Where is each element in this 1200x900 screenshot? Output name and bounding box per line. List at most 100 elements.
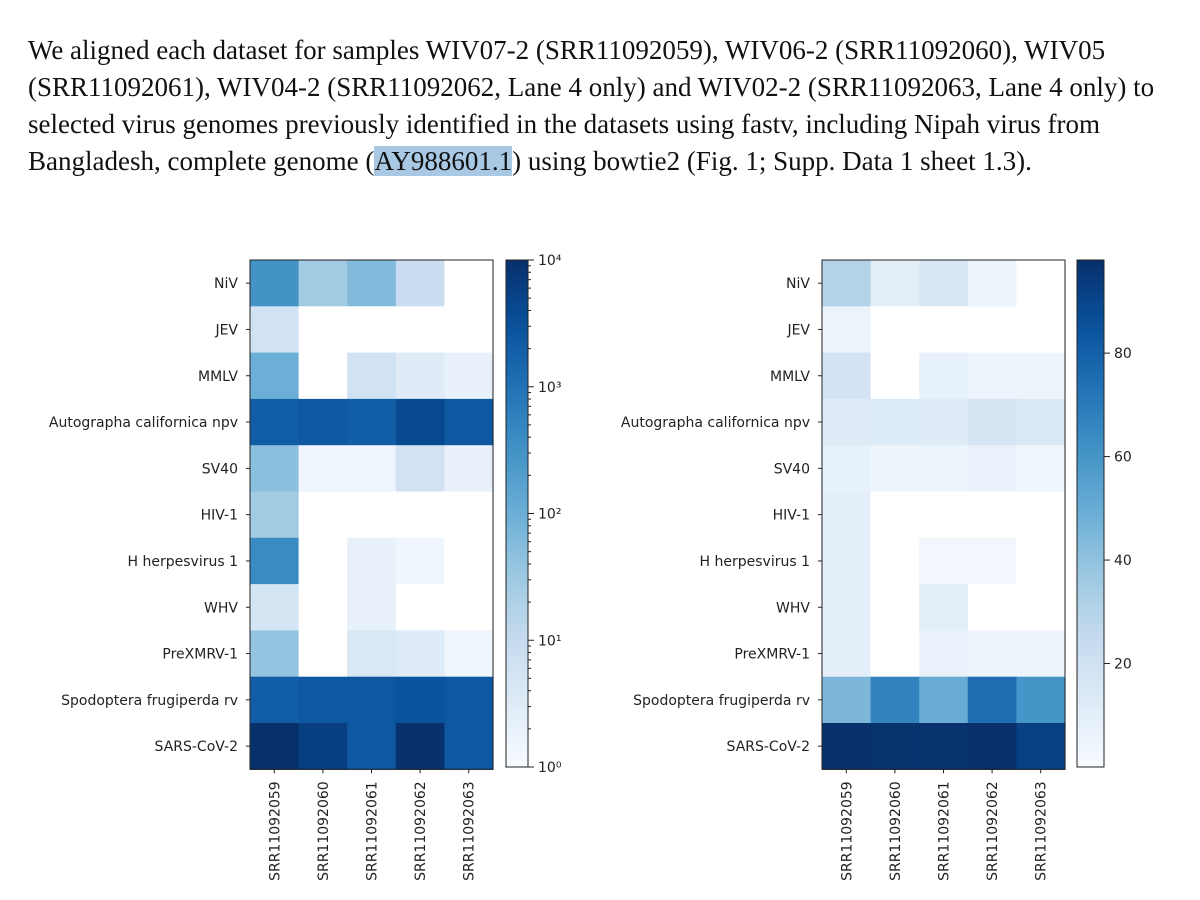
heatmap-cell <box>1016 352 1066 400</box>
column-label: SRR11092063 <box>462 781 478 881</box>
column-label: SRR11092062 <box>985 781 1001 881</box>
row-label: MMLV <box>198 369 238 385</box>
heatmap-cell <box>1016 630 1066 678</box>
heatmap-cell <box>395 584 445 631</box>
heatmap-cell <box>347 630 397 678</box>
heatmap-cell <box>822 630 872 678</box>
colorbar-tick-label: 80 <box>1114 346 1132 362</box>
heatmap-cell <box>1016 584 1066 631</box>
heatmap-cell <box>347 676 397 724</box>
row-label: MMLV <box>770 369 810 385</box>
row-label: SV40 <box>202 461 238 477</box>
heatmap-cell <box>395 630 445 678</box>
row-label: SARS-CoV-2 <box>727 739 810 755</box>
heatmap-cell <box>1016 445 1066 493</box>
heatmap-cell <box>298 398 348 446</box>
heatmap-cell <box>822 306 872 354</box>
colorbar-tick-label: 10² <box>538 507 561 523</box>
heatmap-cell <box>395 676 445 724</box>
heatmap-cell <box>967 537 1017 585</box>
heatmap-cell <box>967 306 1017 354</box>
heatmap-cell <box>395 398 445 446</box>
colorbar-tick-label: 10⁰ <box>538 760 562 776</box>
paragraph-before: We aligned each dataset for samples WIV0… <box>28 35 1155 176</box>
colorbar <box>1076 259 1105 768</box>
colorbar-tick-label: 40 <box>1114 553 1132 569</box>
row-label: Autographa californica npv <box>49 415 238 431</box>
heatmap-cell <box>347 445 397 493</box>
heatmap-cell <box>395 352 445 400</box>
row-label: NiV <box>214 276 238 292</box>
heatmap-cell <box>822 491 872 539</box>
heatmap-cell <box>1016 398 1066 446</box>
colorbar-tick-label: 20 <box>1114 657 1132 673</box>
column-label: SRR11092061 <box>937 781 953 881</box>
heatmap-cell <box>250 398 300 446</box>
heatmap-cell <box>919 306 969 354</box>
heatmap-cell <box>919 630 969 678</box>
heatmap-cell <box>1016 491 1066 539</box>
heatmap-cell <box>444 398 494 446</box>
colorbar-tick-label: 10⁴ <box>538 253 562 269</box>
heatmap-cell <box>822 445 872 493</box>
heatmap-cell <box>444 260 494 307</box>
row-label: NiV <box>786 276 810 292</box>
heatmap-cell <box>919 584 969 631</box>
row-label: H herpesvirus 1 <box>128 554 238 570</box>
column-label: SRR11092061 <box>365 781 381 881</box>
heatmap-cell <box>1016 260 1066 307</box>
heatmap-cell <box>395 491 445 539</box>
heatmap-cell <box>444 445 494 493</box>
heatmap-cell <box>250 537 300 585</box>
heatmap-cell <box>444 491 494 539</box>
heatmap-cell <box>967 676 1017 724</box>
heatmap-cell <box>395 445 445 493</box>
heatmap-cell <box>1016 676 1066 724</box>
column-label: SRR11092059 <box>267 781 283 881</box>
row-label: WHV <box>204 600 238 616</box>
row-label: H herpesvirus 1 <box>700 554 810 570</box>
row-label: SARS-CoV-2 <box>155 739 238 755</box>
paragraph-text: We aligned each dataset for samples WIV0… <box>28 32 1178 180</box>
heatmap-cell <box>444 630 494 678</box>
heatmap-cell <box>822 398 872 446</box>
heatmap-cell <box>298 491 348 539</box>
heatmap-cell <box>870 630 920 678</box>
heatmap-cell <box>444 676 494 724</box>
heatmap-cell <box>250 445 300 493</box>
heatmap-cell <box>444 306 494 354</box>
heatmap-cell <box>870 676 920 724</box>
column-label: SRR11092060 <box>888 781 904 881</box>
heatmap-cell <box>822 537 872 585</box>
heatmap-cell <box>870 723 920 770</box>
heatmap-cell <box>347 491 397 539</box>
heatmap-cell <box>919 676 969 724</box>
heatmap-cell <box>347 723 397 770</box>
heatmap-cell <box>298 630 348 678</box>
heatmap-cell <box>919 260 969 307</box>
heatmap-cell <box>250 306 300 354</box>
accession-highlight: AY988601.1 <box>374 146 513 176</box>
column-label: SRR11092062 <box>413 781 429 881</box>
heatmap-cell <box>919 352 969 400</box>
heatmap-1: NiV JEV MMLV Autographa californica npv SV40… <box>49 253 562 881</box>
heatmap-cell <box>347 537 397 585</box>
heatmap-cell <box>919 491 969 539</box>
row-label: JEV <box>786 322 810 338</box>
heatmap-cell <box>967 445 1017 493</box>
heatmap-cell <box>250 491 300 539</box>
heatmap-cell <box>822 352 872 400</box>
heatmap-cell <box>347 398 397 446</box>
heatmap-cell <box>347 352 397 400</box>
heatmap-cell <box>347 260 397 307</box>
column-label: SRR11092059 <box>839 781 855 881</box>
heatmap-cell <box>250 723 300 770</box>
row-label: PreXMRV-1 <box>162 647 238 663</box>
heatmap-cell <box>919 398 969 446</box>
heatmap-cell <box>1016 537 1066 585</box>
heatmap-cell <box>870 260 920 307</box>
heatmap-cell <box>444 584 494 631</box>
row-label: JEV <box>214 322 238 338</box>
heatmap-cell <box>967 630 1017 678</box>
heatmap-cell <box>1016 723 1066 770</box>
